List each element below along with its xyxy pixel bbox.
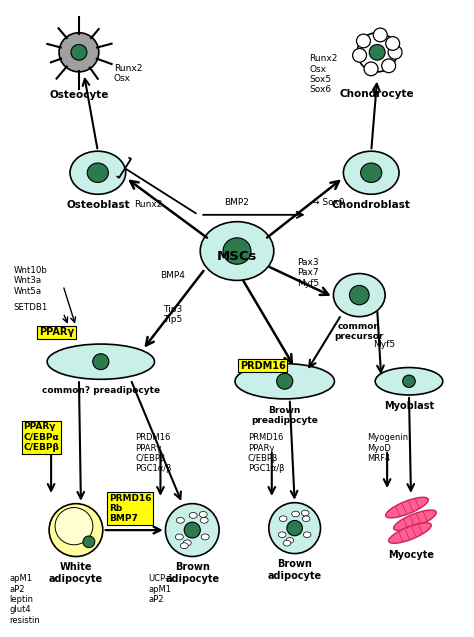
Circle shape <box>357 32 397 72</box>
Text: MSCs: MSCs <box>217 250 257 264</box>
Circle shape <box>93 354 109 369</box>
Ellipse shape <box>201 534 209 540</box>
Circle shape <box>356 34 370 48</box>
Ellipse shape <box>183 540 191 546</box>
Circle shape <box>374 28 387 42</box>
Circle shape <box>83 536 95 548</box>
Circle shape <box>287 520 302 536</box>
Circle shape <box>71 45 87 60</box>
Text: Brown
preadipocyte: Brown preadipocyte <box>251 406 318 425</box>
Ellipse shape <box>302 516 310 522</box>
Text: White
adipocyte: White adipocyte <box>49 562 103 584</box>
Circle shape <box>49 504 103 557</box>
Ellipse shape <box>235 364 335 399</box>
Ellipse shape <box>349 285 369 304</box>
Circle shape <box>364 62 378 76</box>
Text: PPARγ
C/EBPα
C/EBPβ: PPARγ C/EBPα C/EBPβ <box>23 422 59 452</box>
Text: Pax3
Pax7
Myf5: Pax3 Pax7 Myf5 <box>297 258 319 288</box>
Ellipse shape <box>375 368 443 395</box>
Text: Brown
adipocyte: Brown adipocyte <box>165 562 219 584</box>
Ellipse shape <box>278 532 286 538</box>
Ellipse shape <box>286 538 294 543</box>
Circle shape <box>388 45 402 59</box>
Text: Runx2
Osx: Runx2 Osx <box>114 64 142 83</box>
Ellipse shape <box>279 516 287 522</box>
Circle shape <box>269 503 320 554</box>
Text: Brown
adipocyte: Brown adipocyte <box>268 559 322 581</box>
Ellipse shape <box>303 532 311 538</box>
Ellipse shape <box>189 512 197 519</box>
Text: PPARγ: PPARγ <box>39 327 74 338</box>
Ellipse shape <box>200 222 274 280</box>
Ellipse shape <box>87 163 109 182</box>
Text: PRDM16: PRDM16 <box>240 361 286 371</box>
Ellipse shape <box>283 540 291 546</box>
Text: Myf5: Myf5 <box>373 340 395 349</box>
Ellipse shape <box>176 517 184 523</box>
Text: PRMD16
Rb
BMP7: PRMD16 Rb BMP7 <box>109 494 151 524</box>
Ellipse shape <box>199 512 207 517</box>
Ellipse shape <box>292 511 300 517</box>
Circle shape <box>382 59 396 73</box>
Ellipse shape <box>180 543 188 548</box>
Text: Tip3
Tip5: Tip3 Tip5 <box>163 305 182 324</box>
Circle shape <box>403 375 415 387</box>
Circle shape <box>165 504 219 557</box>
Text: Chondrocyte: Chondrocyte <box>340 89 414 99</box>
Text: common
precursor: common precursor <box>335 322 384 341</box>
Text: Runx2
Osx
Sox5
Sox6: Runx2 Osx Sox5 Sox6 <box>310 54 338 94</box>
Circle shape <box>353 48 366 62</box>
Text: Wnt10b
Wnt3a
Wnt5a: Wnt10b Wnt3a Wnt5a <box>13 266 47 296</box>
Circle shape <box>59 32 99 72</box>
Ellipse shape <box>47 344 155 379</box>
Text: BMP4: BMP4 <box>160 271 185 280</box>
Text: apM1
aP2
leptin
glut4
resistin: apM1 aP2 leptin glut4 resistin <box>9 574 40 625</box>
Text: Myocyte: Myocyte <box>388 550 434 560</box>
Ellipse shape <box>333 273 385 317</box>
Text: UCP-1
apM1
aP2: UCP-1 apM1 aP2 <box>148 574 174 604</box>
Text: Chondroblast: Chondroblast <box>332 200 410 210</box>
Circle shape <box>386 37 400 50</box>
Circle shape <box>277 373 293 389</box>
Ellipse shape <box>393 510 436 531</box>
Text: Osteoblast: Osteoblast <box>66 200 129 210</box>
Text: Osteocyte: Osteocyte <box>49 90 109 99</box>
Text: common? preadipocyte: common? preadipocyte <box>42 386 160 395</box>
Circle shape <box>55 508 93 545</box>
Ellipse shape <box>343 151 399 194</box>
Text: Runx2: Runx2 <box>134 200 163 209</box>
Circle shape <box>369 45 385 60</box>
Text: Myoblast: Myoblast <box>384 401 434 411</box>
Ellipse shape <box>389 523 431 543</box>
Text: PRDM16
PPARγ
C/EBPβ
PGC1α/β: PRDM16 PPARγ C/EBPβ PGC1α/β <box>136 433 172 473</box>
Ellipse shape <box>223 238 251 264</box>
Ellipse shape <box>386 497 428 518</box>
Text: → Sox9: → Sox9 <box>311 198 344 207</box>
Ellipse shape <box>361 163 382 182</box>
Text: Myogenin
MyoD
MRF4: Myogenin MyoD MRF4 <box>367 433 409 463</box>
Text: SETDB1: SETDB1 <box>13 303 48 312</box>
Text: BMP2: BMP2 <box>225 198 249 207</box>
Ellipse shape <box>70 151 126 194</box>
Circle shape <box>184 522 201 538</box>
Text: PRMD16
PPARγ
C/EBPβ
PGC1α/β: PRMD16 PPARγ C/EBPβ PGC1α/β <box>248 433 284 473</box>
Ellipse shape <box>301 510 309 516</box>
Ellipse shape <box>175 534 183 540</box>
Ellipse shape <box>200 517 208 523</box>
